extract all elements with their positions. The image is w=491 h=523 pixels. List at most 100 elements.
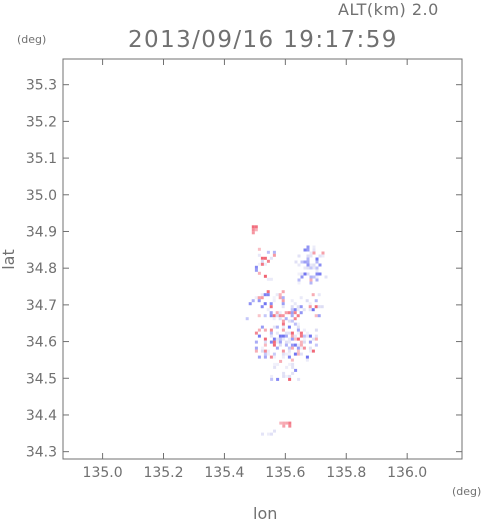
heatmap-cell: [303, 266, 307, 270]
heatmap-cell: [269, 328, 273, 332]
y-tick-label: 34.9: [26, 224, 57, 240]
heatmap-cell: [287, 325, 291, 329]
heatmap-cell: [287, 340, 291, 344]
heatmap-cell: [278, 317, 282, 321]
heatmap-cell: [305, 334, 309, 338]
heatmap-region: [279, 421, 292, 428]
heatmap-region: [245, 290, 324, 321]
heatmap-cell: [302, 337, 306, 341]
heatmap-cell: [293, 311, 297, 315]
heatmap-cell: [309, 278, 313, 282]
heatmap-cell: [284, 331, 288, 335]
heatmap-cell: [245, 317, 249, 321]
heatmap-cell: [290, 346, 294, 350]
heatmap-cell: [281, 355, 285, 359]
heatmap-cell: [290, 319, 294, 323]
heatmap-cell: [263, 349, 267, 353]
heatmap-cell: [291, 365, 295, 369]
heatmap-cell: [254, 268, 258, 272]
heatmap-cell: [284, 317, 288, 321]
heatmap-cell: [284, 340, 288, 344]
heatmap-cell: [285, 374, 289, 378]
heatmap-cell: [314, 299, 318, 303]
heatmap-cell: [306, 272, 310, 276]
heatmap-cell: [266, 277, 270, 281]
heatmap-cell: [278, 340, 282, 344]
heatmap-cell: [290, 299, 294, 303]
heatmap-cell: [263, 293, 267, 297]
heatmap-cell: [305, 358, 309, 362]
heatmap-cell: [309, 251, 313, 255]
heatmap-cell: [318, 254, 322, 258]
heatmap-cell: [254, 349, 258, 353]
heatmap-cell: [290, 331, 294, 335]
y-tick-label: 35.0: [26, 188, 57, 204]
heatmap-cell: [315, 275, 319, 279]
heatmap-cell: [281, 352, 285, 356]
heatmap-cell: [306, 257, 310, 261]
x-tick-label: 135.8: [326, 465, 366, 481]
x-tick-label: 136.0: [387, 465, 427, 481]
heatmap-cell: [260, 325, 264, 329]
heatmap-cell: [321, 251, 325, 255]
heatmap-cell: [260, 349, 264, 353]
heatmap-cell: [315, 257, 319, 261]
heatmap-data-layer: [245, 225, 328, 436]
heatmap-cell: [302, 340, 306, 344]
plot-frame: [62, 58, 463, 460]
heatmap-cell: [296, 346, 300, 350]
heatmap-cell: [306, 266, 310, 270]
heatmap-cell: [294, 368, 298, 372]
heatmap-cell: [263, 302, 267, 306]
heatmap-region: [294, 245, 328, 285]
heatmap-cell: [312, 248, 316, 252]
heatmap-cell: [275, 340, 279, 344]
heatmap-cell: [269, 334, 273, 338]
heatmap-cell: [275, 331, 279, 335]
heatmap-cell: [278, 314, 282, 318]
heatmap-cell: [282, 374, 286, 378]
heatmap-cell: [281, 322, 285, 326]
heatmap-cell: [291, 362, 295, 366]
heatmap-cell: [269, 355, 273, 359]
heatmap-cell: [312, 245, 316, 249]
heatmap-cell: [260, 262, 264, 266]
heatmap-cell: [314, 305, 318, 309]
heatmap-cell: [314, 334, 318, 338]
heatmap-cell: [293, 322, 297, 326]
heatmap-cell: [272, 343, 276, 347]
heatmap-cell: [278, 337, 282, 341]
heatmap-cell: [309, 275, 313, 279]
heatmap-cell: [278, 296, 282, 300]
y-tick-label: 34.4: [26, 408, 57, 424]
heatmap-region: [254, 319, 318, 362]
heatmap-cell: [272, 314, 276, 318]
heatmap-cell: [254, 340, 258, 344]
heatmap-cell: [317, 305, 321, 309]
heatmap-cell: [312, 251, 316, 255]
heatmap-cell: [306, 263, 310, 267]
heatmap-cell: [302, 346, 306, 350]
heatmap-cell: [272, 340, 276, 344]
heatmap-cell: [254, 265, 258, 269]
heatmap-region: [254, 247, 276, 281]
y-tick-label: 34.8: [26, 261, 57, 277]
heatmap-cell: [269, 256, 273, 260]
x-axis-ticks: 135.0 135.2 135.4 135.6 135.8 136.0: [83, 59, 427, 481]
chart-title: 2013/09/16 19:17:59: [128, 27, 398, 53]
heatmap-cell: [300, 260, 304, 264]
heatmap-cell: [287, 355, 291, 359]
x-axis-unit: (deg): [452, 485, 482, 498]
heatmap-cell: [263, 352, 267, 356]
heatmap-cell: [315, 278, 319, 282]
heatmap-cell: [287, 337, 291, 341]
heatmap-cell: [303, 260, 307, 264]
heatmap-cell: [299, 334, 303, 338]
heatmap-cell: [275, 346, 279, 350]
heatmap-cell: [297, 281, 301, 285]
heatmap-cell: [254, 225, 258, 229]
heatmap-cell: [296, 349, 300, 353]
heatmap-cell: [288, 362, 292, 366]
heatmap-cell: [321, 254, 325, 258]
heatmap-cell: [275, 311, 279, 315]
